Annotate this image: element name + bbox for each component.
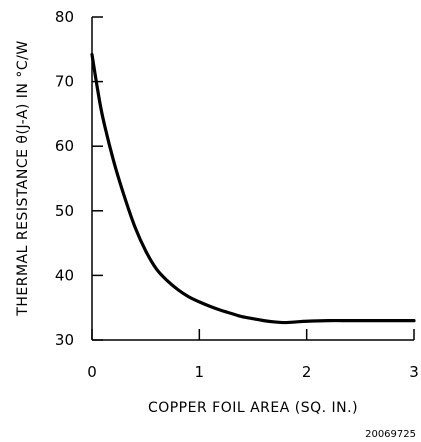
y-tick-label: 50 [55, 202, 74, 220]
y-tick-label: 40 [55, 266, 74, 284]
series-line-0 [90, 52, 416, 325]
y-ticks: 30 40 50 60 70 80 [55, 8, 103, 349]
y-tick-label: 60 [55, 137, 74, 155]
x-ticks: 0 1 2 3 [87, 329, 419, 381]
figure-id: 20069725 [365, 429, 416, 440]
x-tick-label: 2 [302, 363, 312, 381]
y-tick-label: 80 [55, 8, 74, 26]
x-tick-label: 1 [195, 363, 205, 381]
x-tick-label: 3 [409, 363, 419, 381]
y-tick-label: 70 [55, 73, 74, 91]
series [90, 52, 416, 325]
y-tick-label: 30 [55, 331, 74, 349]
y-axis-title: THERMAL RESISTANCE θ(J-A) IN °C/W [15, 40, 31, 316]
x-tick-label: 0 [87, 363, 97, 381]
axes [91, 17, 414, 341]
x-axis-title: COPPER FOIL AREA (SQ. IN.) [148, 400, 358, 416]
